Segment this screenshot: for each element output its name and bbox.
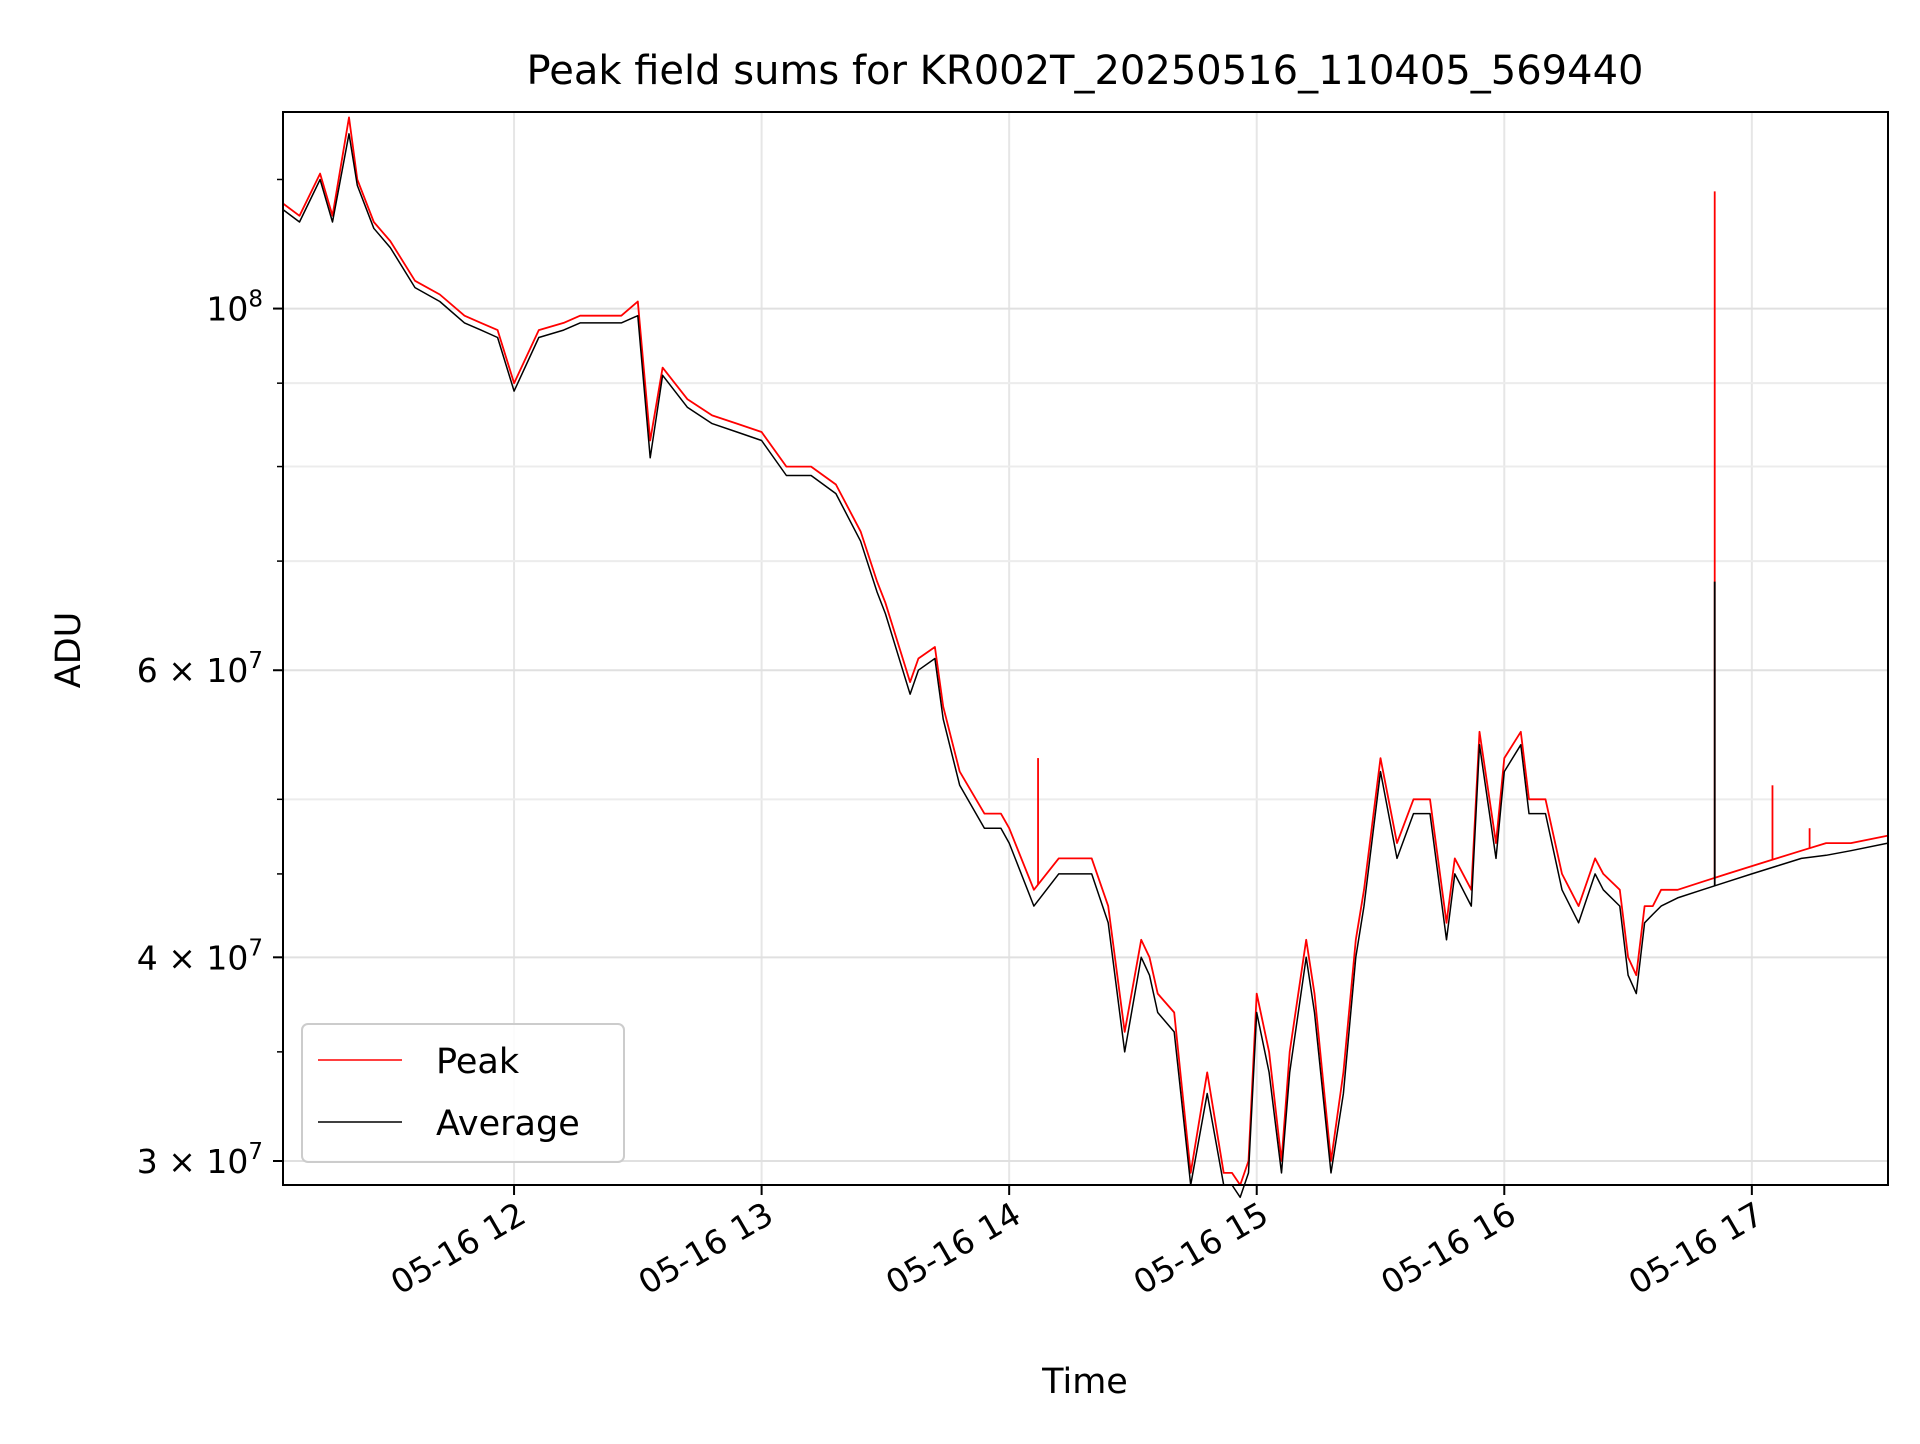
legend-label-peak: Peak	[436, 1042, 520, 1082]
x-tick-label: 05-16 17	[1622, 1194, 1770, 1302]
y-tick-label: 4 × 107	[137, 935, 263, 977]
y-axis-ticks: 3 × 107 4 × 107 6 × 107 108	[137, 178, 283, 1181]
x-axis-label: Time	[1041, 1362, 1128, 1402]
x-tick-label: 05-16 13	[632, 1194, 780, 1302]
y-axis-label: ADU	[49, 612, 89, 689]
x-tick-label: 05-16 12	[384, 1194, 532, 1302]
legend: Peak Average	[301, 1023, 625, 1163]
plot-frame	[282, 111, 1889, 1186]
x-tick-label: 05-16 16	[1374, 1194, 1522, 1302]
y-tick-label: 3 × 107	[137, 1139, 263, 1181]
series-layer	[282, 116, 1889, 1199]
legend-label-average: Average	[436, 1104, 580, 1144]
y-tick-label: 6 × 107	[137, 648, 263, 690]
x-axis-ticks: 05-16 12 05-16 13 05-16 14 05-16 15 05-16 16…	[384, 1185, 1770, 1302]
series-line-peak	[282, 116, 1889, 1186]
chart-title: Peak field sums for KR002T_20250516_1104…	[527, 48, 1644, 94]
series-line-average	[282, 133, 1889, 1199]
x-tick-label: 05-16 14	[879, 1194, 1027, 1302]
y-tick-label: 108	[206, 287, 263, 329]
x-tick-label: 05-16 15	[1127, 1194, 1275, 1302]
legend-box	[301, 1023, 625, 1163]
